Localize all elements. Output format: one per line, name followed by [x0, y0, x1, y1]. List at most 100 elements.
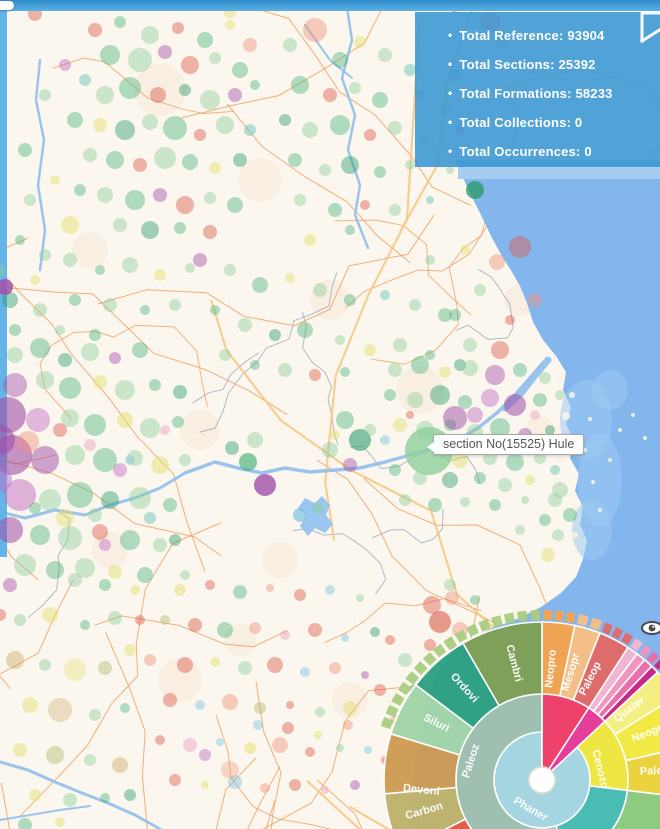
- occurrence-dot[interactable]: [204, 192, 216, 204]
- occurrence-dot[interactable]: [238, 661, 252, 675]
- occurrence-dot[interactable]: [172, 22, 184, 34]
- occurrence-dot[interactable]: [179, 454, 191, 466]
- occurrence-dot[interactable]: [288, 153, 302, 167]
- occurrence-dot[interactable]: [144, 512, 156, 524]
- occurrence-dot[interactable]: [201, 781, 209, 789]
- occurrence-dot[interactable]: [425, 255, 435, 265]
- occurrence-dot[interactable]: [505, 315, 515, 325]
- occurrence-dot[interactable]: [150, 87, 166, 103]
- occurrence-dot[interactable]: [64, 659, 86, 681]
- occurrence-dot[interactable]: [407, 392, 423, 408]
- occurrence-dot[interactable]: [67, 482, 93, 508]
- occurrence-dot[interactable]: [0, 468, 12, 492]
- occurrence-dot[interactable]: [81, 343, 99, 361]
- occurrence-dot[interactable]: [406, 411, 414, 419]
- occurrence-dot[interactable]: [142, 114, 158, 130]
- occurrence-dot[interactable]: [325, 585, 335, 595]
- occurrence-dot[interactable]: [539, 514, 551, 526]
- occurrence-dot[interactable]: [55, 817, 65, 827]
- occurrence-dot[interactable]: [336, 744, 344, 752]
- occurrence-dot[interactable]: [221, 761, 239, 779]
- occurrence-dot[interactable]: [160, 615, 170, 625]
- occurrence-dot[interactable]: [426, 196, 434, 204]
- occurrence-dot[interactable]: [398, 653, 412, 667]
- occurrence-dot[interactable]: [128, 48, 152, 72]
- occurrence-dot[interactable]: [210, 657, 220, 667]
- occurrence-dot[interactable]: [323, 88, 337, 102]
- occurrence-dot[interactable]: [474, 472, 486, 484]
- occurrence-dot[interactable]: [33, 303, 47, 317]
- occurrence-dot[interactable]: [203, 225, 217, 239]
- occurrence-dot[interactable]: [193, 253, 207, 267]
- occurrence-dot[interactable]: [388, 363, 402, 377]
- occurrence-dot[interactable]: [2, 292, 18, 308]
- occurrence-dot[interactable]: [374, 166, 386, 178]
- occurrence-dot[interactable]: [93, 375, 107, 389]
- occurrence-dot[interactable]: [297, 322, 313, 338]
- occurrence-dot[interactable]: [343, 701, 357, 715]
- occurrence-dot[interactable]: [313, 283, 327, 297]
- occurrence-dot[interactable]: [61, 216, 79, 234]
- occurrence-dot[interactable]: [174, 584, 186, 596]
- occurrence-dot[interactable]: [243, 38, 257, 52]
- occurrence-dot[interactable]: [233, 153, 247, 167]
- occurrence-dot[interactable]: [84, 414, 106, 436]
- occurrence-dot[interactable]: [63, 793, 77, 807]
- occurrence-dot[interactable]: [163, 498, 177, 512]
- occurrence-dot[interactable]: [122, 257, 138, 273]
- occurrence-dot[interactable]: [444, 579, 456, 591]
- occurrence-dot[interactable]: [58, 526, 82, 550]
- occurrence-dot[interactable]: [129, 487, 151, 509]
- occurrence-dot[interactable]: [137, 567, 153, 583]
- occurrence-dot[interactable]: [525, 475, 535, 485]
- occurrence-dot[interactable]: [321, 786, 329, 794]
- occurrence-dot[interactable]: [22, 697, 38, 713]
- occurrence-dot[interactable]: [491, 341, 509, 359]
- occurrence-dot[interactable]: [413, 471, 427, 485]
- occurrence-dot[interactable]: [140, 305, 150, 315]
- occurrence-dot[interactable]: [101, 491, 119, 509]
- occurrence-dot[interactable]: [30, 338, 50, 358]
- occurrence-dot[interactable]: [335, 335, 345, 345]
- occurrence-dot[interactable]: [405, 160, 415, 170]
- occurrence-dot[interactable]: [442, 472, 458, 488]
- collapsed-handle[interactable]: [0, 1, 14, 10]
- occurrence-dot[interactable]: [155, 735, 165, 745]
- occurrence-dot[interactable]: [225, 441, 239, 455]
- occurrence-dot[interactable]: [7, 347, 23, 363]
- occurrence-dot[interactable]: [59, 59, 71, 71]
- occurrence-dot[interactable]: [194, 129, 206, 141]
- occurrence-dot[interactable]: [209, 52, 221, 64]
- occurrence-dot[interactable]: [548, 493, 562, 507]
- occurrence-dot[interactable]: [153, 188, 167, 202]
- occurrence-dot[interactable]: [182, 154, 198, 170]
- occurrence-dot[interactable]: [349, 82, 361, 94]
- occurrence-dot[interactable]: [224, 264, 236, 276]
- occurrence-dot[interactable]: [219, 349, 231, 361]
- occurrence-dot[interactable]: [56, 509, 74, 527]
- occurrence-dot[interactable]: [84, 439, 96, 451]
- occurrence-dot[interactable]: [504, 394, 526, 416]
- occurrence-dot[interactable]: [294, 589, 306, 601]
- occurrence-dot[interactable]: [253, 720, 263, 730]
- occurrence-dot[interactable]: [97, 187, 113, 203]
- occurrence-dot[interactable]: [289, 779, 301, 791]
- occurrence-dot[interactable]: [31, 446, 59, 474]
- occurrence-dot[interactable]: [18, 818, 32, 829]
- occurrence-dot[interactable]: [428, 498, 442, 512]
- occurrence-dot[interactable]: [61, 409, 79, 427]
- occurrence-dot[interactable]: [534, 452, 546, 464]
- occurrence-dot[interactable]: [340, 367, 350, 377]
- occurrence-dot[interactable]: [15, 235, 25, 245]
- occurrence-dot[interactable]: [172, 416, 184, 428]
- occurrence-dot[interactable]: [17, 431, 39, 453]
- occurrence-dot[interactable]: [305, 747, 315, 757]
- occurrence-dot[interactable]: [14, 554, 36, 576]
- occurrence-dot[interactable]: [181, 56, 199, 74]
- occurrence-dot[interactable]: [280, 630, 290, 640]
- occurrence-dot[interactable]: [179, 84, 191, 96]
- occurrence-dot[interactable]: [278, 363, 292, 377]
- occurrence-dot[interactable]: [485, 365, 505, 385]
- occurrence-dot[interactable]: [506, 453, 524, 471]
- occurrence-dot[interactable]: [254, 474, 276, 496]
